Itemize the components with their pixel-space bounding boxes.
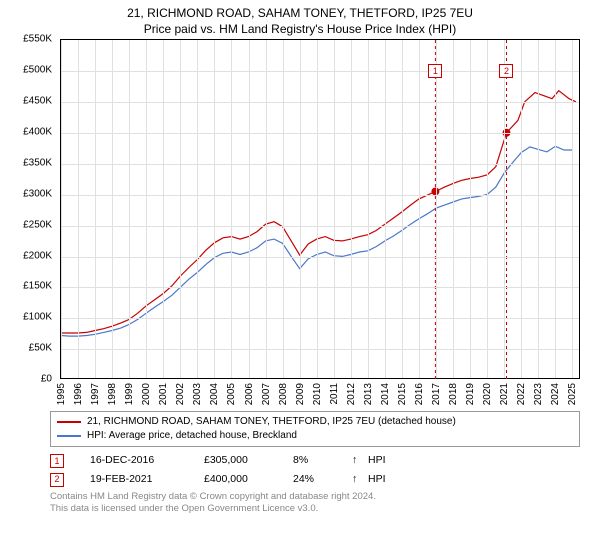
transaction-price-2: £400,000	[204, 470, 289, 489]
x-tick-label: 2017	[431, 383, 442, 405]
y-tick-label: £50K	[29, 343, 52, 354]
x-tick-label: 1995	[56, 383, 67, 405]
legend-box: 21, RICHMOND ROAD, SAHAM TONEY, THETFORD…	[50, 411, 580, 447]
x-tick-label: 2020	[482, 383, 493, 405]
y-tick-label: £100K	[23, 312, 52, 323]
x-tick-label: 2016	[414, 383, 425, 405]
legend-label-price: 21, RICHMOND ROAD, SAHAM TONEY, THETFORD…	[87, 415, 456, 429]
transaction-row-1: 1 16-DEC-2016 £305,000 8% ↑ HPI	[50, 451, 580, 470]
y-tick-label: £550K	[23, 34, 52, 45]
x-tick-label: 2015	[397, 383, 408, 405]
transaction-marker-1: 1	[50, 454, 64, 468]
x-tick-label: 2012	[346, 383, 357, 405]
x-tick-label: 2006	[244, 383, 255, 405]
x-tick-label: 2014	[380, 383, 391, 405]
x-tick-label: 2002	[175, 383, 186, 405]
legend-label-hpi: HPI: Average price, detached house, Brec…	[87, 429, 297, 443]
x-tick-label: 1996	[73, 383, 84, 405]
x-axis-labels: 1995199619971998199920002001200220032004…	[60, 381, 580, 411]
x-tick-label: 2007	[261, 383, 272, 405]
x-tick-label: 2021	[499, 383, 510, 405]
y-tick-label: £350K	[23, 157, 52, 168]
y-tick-label: £150K	[23, 281, 52, 292]
x-tick-label: 2022	[516, 383, 527, 405]
transaction-hpi-2: HPI	[368, 470, 398, 489]
x-tick-label: 1997	[90, 383, 101, 405]
title-line-1: 21, RICHMOND ROAD, SAHAM TONEY, THETFORD…	[0, 6, 600, 22]
marker-box-1: 1	[428, 64, 442, 78]
y-tick-label: £300K	[23, 188, 52, 199]
chart-svg	[61, 40, 581, 380]
x-tick-label: 2025	[567, 383, 578, 405]
legend-swatch-price	[57, 421, 81, 423]
x-tick-label: 2000	[141, 383, 152, 405]
x-tick-label: 2009	[295, 383, 306, 405]
transaction-table: 1 16-DEC-2016 £305,000 8% ↑ HPI 2 19-FEB…	[50, 451, 580, 489]
footnote-line-2: This data is licensed under the Open Gov…	[50, 503, 580, 515]
y-tick-label: £0	[41, 374, 52, 385]
y-tick-label: £200K	[23, 250, 52, 261]
x-tick-label: 2024	[550, 383, 561, 405]
up-arrow-icon: ↑	[352, 451, 364, 470]
y-tick-label: £500K	[23, 65, 52, 76]
x-tick-label: 2008	[278, 383, 289, 405]
up-arrow-icon: ↑	[352, 470, 364, 489]
x-tick-label: 2019	[465, 383, 476, 405]
x-tick-label: 2005	[226, 383, 237, 405]
x-tick-label: 2004	[209, 383, 220, 405]
transaction-date-1: 16-DEC-2016	[90, 451, 200, 470]
x-tick-label: 2010	[312, 383, 323, 405]
transaction-marker-2: 2	[50, 473, 64, 487]
x-tick-label: 2011	[329, 383, 340, 405]
y-tick-label: £250K	[23, 219, 52, 230]
footnote-line-1: Contains HM Land Registry data © Crown c…	[50, 491, 580, 503]
x-tick-label: 2003	[192, 383, 203, 405]
legend-row-1: 21, RICHMOND ROAD, SAHAM TONEY, THETFORD…	[57, 415, 573, 429]
footnote: Contains HM Land Registry data © Crown c…	[50, 491, 580, 516]
y-axis-labels: £0£50K£100K£150K£200K£250K£300K£350K£400…	[10, 39, 56, 379]
x-tick-label: 2001	[158, 383, 169, 405]
transaction-price-1: £305,000	[204, 451, 289, 470]
title-line-2: Price paid vs. HM Land Registry's House …	[0, 22, 600, 38]
x-tick-label: 2013	[363, 383, 374, 405]
x-tick-label: 1999	[124, 383, 135, 405]
chart-wrap: £0 £50K £100K £150K £200K £250K £300K £350K £400…	[10, 39, 590, 409]
transaction-hpi-1: HPI	[368, 451, 398, 470]
series-price_paid	[61, 91, 576, 333]
title-block: 21, RICHMOND ROAD, SAHAM TONEY, THETFORD…	[0, 0, 600, 39]
transaction-pct-1: 8%	[293, 451, 348, 470]
legend-row-2: HPI: Average price, detached house, Brec…	[57, 429, 573, 443]
x-tick-label: 1998	[107, 383, 118, 405]
transaction-pct-2: 24%	[293, 470, 348, 489]
plot-area: 12	[60, 39, 580, 379]
y-tick-label: £400K	[23, 126, 52, 137]
y-tick-label: £450K	[23, 96, 52, 107]
legend-swatch-hpi	[57, 435, 81, 437]
x-tick-label: 2023	[533, 383, 544, 405]
x-tick-label: 2018	[448, 383, 459, 405]
transaction-row-2: 2 19-FEB-2021 £400,000 24% ↑ HPI	[50, 470, 580, 489]
chart-container: 21, RICHMOND ROAD, SAHAM TONEY, THETFORD…	[0, 0, 600, 560]
marker-box-2: 2	[499, 64, 513, 78]
transaction-date-2: 19-FEB-2021	[90, 470, 200, 489]
